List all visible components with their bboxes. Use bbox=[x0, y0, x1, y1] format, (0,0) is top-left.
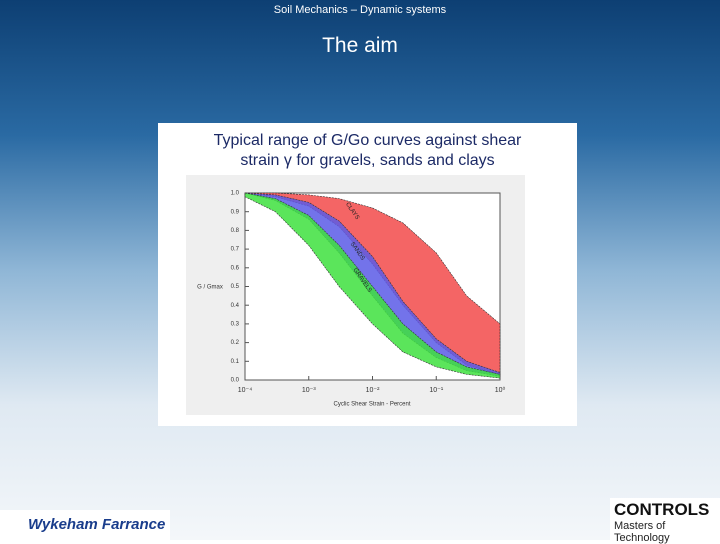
caption-line: Typical range of G/Go curves against she… bbox=[213, 132, 522, 149]
caption-line: strain γ for gravels, sands and clays bbox=[240, 152, 495, 169]
logo-right-text: CONTROLS bbox=[614, 500, 710, 519]
y-tick-label: 1.0 bbox=[231, 191, 240, 197]
y-tick-label: 0.6 bbox=[231, 265, 240, 271]
y-tick-label: 0.2 bbox=[231, 340, 240, 346]
band bbox=[244, 192, 501, 375]
y-axis-label: G / Gmax bbox=[197, 285, 223, 291]
y-tick-label: 0.8 bbox=[231, 228, 240, 234]
logo-left-text: Wykeham Farrance bbox=[28, 516, 166, 533]
slide-title: The aim bbox=[322, 34, 398, 57]
y-tick-label: 0.9 bbox=[231, 209, 240, 215]
y-tick-label: 0.5 bbox=[231, 284, 240, 290]
y-tick-label: 0.3 bbox=[231, 321, 240, 327]
y-tick-label: 0.1 bbox=[231, 359, 240, 365]
y-tick-label: 0.4 bbox=[231, 303, 240, 309]
x-tick-label: 10⁻¹ bbox=[429, 387, 443, 394]
y-tick-label: 0.7 bbox=[231, 247, 240, 253]
band bbox=[244, 192, 501, 379]
slide-subtitle: Soil Mechanics – Dynamic systems bbox=[273, 4, 447, 16]
caption: Typical range of G/Go curves against she… bbox=[158, 131, 577, 171]
logo-left: Wykeham Farrance bbox=[0, 510, 170, 540]
x-tick-label: 10⁰ bbox=[495, 386, 506, 394]
x-tick-label: 10⁻³ bbox=[302, 387, 316, 394]
y-tick-label: 0.0 bbox=[231, 378, 240, 384]
logo-right-tagline: Masters of Technology bbox=[614, 520, 670, 544]
x-tick-label: 10⁻² bbox=[366, 387, 380, 394]
logo-right: CONTROLS Masters of Technology bbox=[610, 498, 720, 544]
x-axis-label: Cyclic Shear Strain - Percent bbox=[333, 402, 410, 408]
x-tick-label: 10⁻⁴ bbox=[238, 387, 253, 394]
